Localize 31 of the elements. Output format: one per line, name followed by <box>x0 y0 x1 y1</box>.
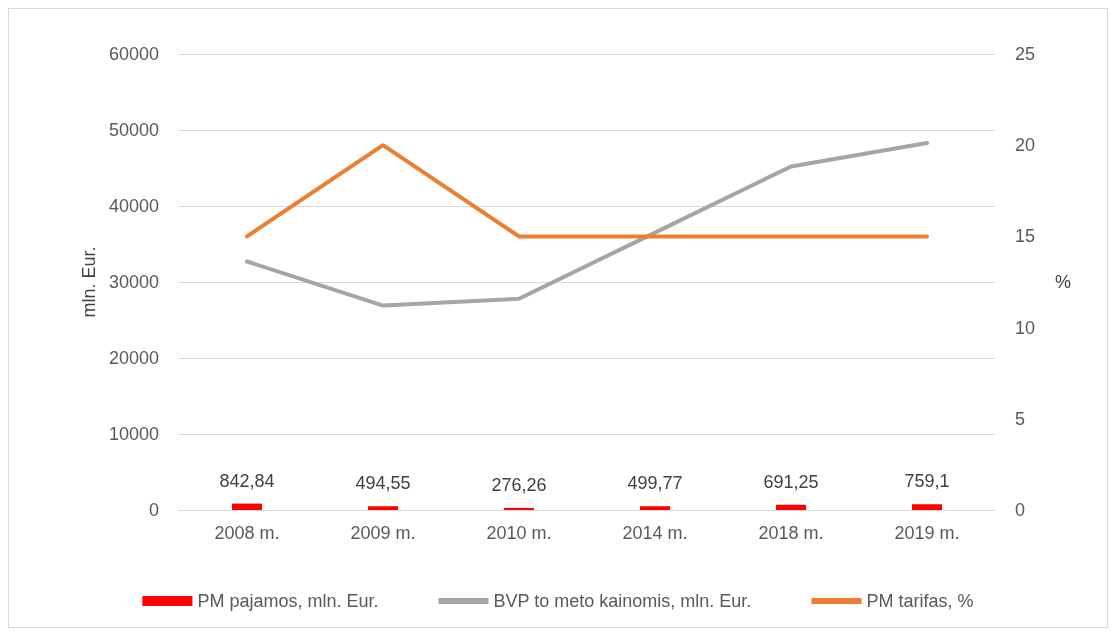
x-tick-label: 2014 m. <box>622 523 688 543</box>
data-label: 759,1 <box>904 471 950 492</box>
x-tick-label: 2008 m. <box>214 523 280 543</box>
data-label: 691,25 <box>763 471 819 492</box>
y2-tick-label: 15 <box>1015 226 1036 247</box>
x-tick-label: 2009 m. <box>350 523 416 543</box>
line-series <box>245 140 929 308</box>
legend-label: PM pajamos, mln. Eur. <box>197 591 379 611</box>
y2-tick-label: 5 <box>1015 408 1026 429</box>
data-label: 276,26 <box>491 474 547 495</box>
y-axis-title: mln. Eur. <box>79 246 100 318</box>
y2-tick-label: 20 <box>1015 135 1036 156</box>
y2-axis-title: % <box>1055 272 1072 292</box>
data-label: 499,77 <box>627 473 683 494</box>
y-tick-label: 20000 <box>108 348 159 368</box>
data-label: 842,84 <box>219 470 275 491</box>
x-tick-label: 2019 m. <box>894 523 960 543</box>
x-tick-label: 2010 m. <box>486 523 552 543</box>
y-tick-label: 10000 <box>108 424 159 444</box>
y-tick-label: 50000 <box>108 120 159 140</box>
legend-label: PM tarifas, % <box>866 591 974 611</box>
data-label: 494,55 <box>355 473 411 494</box>
legend-label: BVP to meto kainomis, mln. Eur. <box>493 591 752 611</box>
y2-tick-label: 0 <box>1015 500 1026 520</box>
y-tick-label: 0 <box>148 500 159 520</box>
y2-tick-label: 25 <box>1015 44 1036 64</box>
x-tick-label: 2018 m. <box>758 523 824 543</box>
y-tick-label: 30000 <box>108 272 159 292</box>
y-tick-label: 60000 <box>108 44 159 64</box>
y-tick-label: 40000 <box>108 196 159 216</box>
y2-tick-label: 10 <box>1015 317 1036 338</box>
